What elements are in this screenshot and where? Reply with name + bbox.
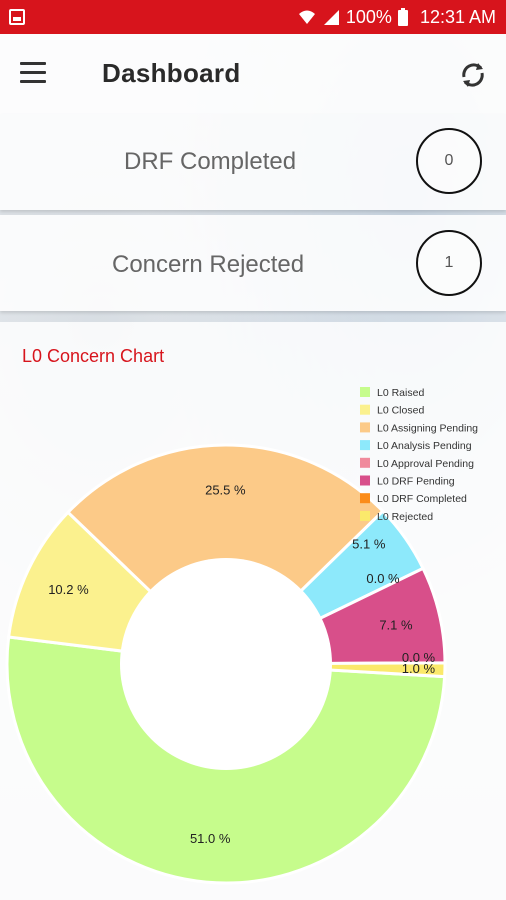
legend-label: L0 Closed [377, 405, 424, 417]
chart-title: L0 Concern Chart [22, 346, 165, 366]
l0-concern-pie-chart: 51.0 %10.2 %25.5 %5.1 %0.0 %7.1 %0.0 %1.… [5, 387, 478, 885]
legend-swatch [360, 493, 370, 504]
legend-label: L0 Approval Pending [377, 458, 474, 470]
slice-value-label: 51.0 % [190, 831, 231, 846]
app-bar: Dashboard [0, 34, 506, 114]
legend-swatch [360, 475, 370, 486]
legend-label: L0 DRF Pending [377, 476, 455, 488]
slice-value-label: 7.1 % [379, 617, 413, 632]
legend-label: L0 Analysis Pending [377, 440, 472, 452]
slice-value-label: 25.5 % [205, 483, 246, 498]
drf-completed-label: DRF Completed [124, 148, 297, 175]
status-bar: 100% 12:31 AM [0, 0, 506, 34]
slice-value-label: 0.0 % [366, 571, 400, 586]
slice-value-label: 10.2 % [48, 582, 89, 597]
legend-label: L0 DRF Completed [377, 493, 467, 505]
concern-rejected-count: 1 [416, 230, 482, 296]
battery-icon [397, 8, 408, 26]
slice-value-label: 5.1 % [352, 537, 386, 552]
concern-rejected-label: Concern Rejected [112, 251, 305, 278]
legend-label: L0 Assigning Pending [377, 422, 478, 434]
legend-swatch [360, 387, 370, 397]
drf-completed-count: 0 [416, 128, 482, 194]
legend-swatch [360, 457, 370, 468]
slice-value-label: 0.0 % [402, 650, 436, 665]
legend-label: L0 Rejected [377, 511, 433, 523]
slice-value-label: 1.0 % [402, 661, 436, 676]
legend-label: L0 Raised [377, 387, 424, 399]
signal-icon [323, 10, 339, 25]
wifi-icon [298, 10, 315, 24]
legend-swatch [360, 440, 370, 451]
page-title: Dashboard [102, 58, 241, 88]
battery-percent: 100% [345, 6, 392, 27]
gallery-notification-icon [9, 9, 25, 25]
legend-swatch [360, 404, 370, 415]
concern-rejected-card[interactable]: Concern Rejected 1 [0, 215, 506, 311]
legend-swatch [360, 510, 370, 521]
legend-swatch [360, 422, 370, 433]
hamburger-menu-icon[interactable] [20, 62, 48, 84]
drf-completed-card[interactable]: DRF Completed 0 [0, 114, 506, 210]
pie-slice-l0-assigning-pending[interactable] [65, 443, 385, 667]
donut-hole [120, 558, 332, 770]
refresh-icon[interactable] [456, 58, 490, 92]
clock: 12:31 AM [419, 6, 496, 27]
